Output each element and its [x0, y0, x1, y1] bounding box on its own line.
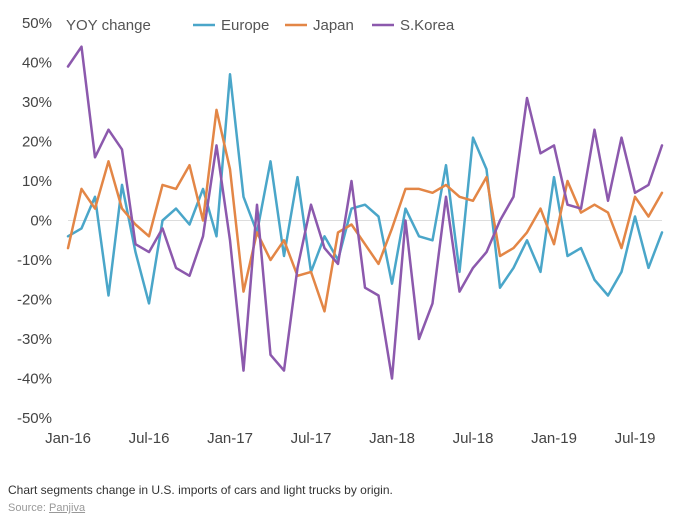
legend-label-s-korea: S.Korea [400, 17, 455, 34]
x-tick-label: Jan-19 [531, 430, 577, 447]
source-label: Source: [8, 502, 46, 514]
x-tick-label: Jan-17 [207, 430, 253, 447]
x-tick-label: Jan-18 [369, 430, 415, 447]
y-tick-label: -10% [17, 252, 52, 269]
series-line-europe [66, 73, 664, 305]
y-tick-label: -40% [17, 371, 52, 388]
source-line: Source: Panjiva [8, 502, 85, 514]
y-tick-label: 50% [22, 15, 52, 32]
legend-label-europe: Europe [221, 17, 269, 34]
y-axis-label: YOY change [66, 17, 151, 34]
x-tick-label: Jan-16 [45, 430, 91, 447]
line-chart: 50% 40% 30% 20% 10% 0% -10% -20% -30% -40% -50% Ja… [17, 15, 664, 447]
x-tick-label: Jul-18 [453, 430, 494, 447]
y-tick-label: 40% [22, 55, 52, 72]
y-tick-label: 0% [30, 213, 52, 230]
legend-label-japan: Japan [313, 17, 354, 34]
y-tick-label: -20% [17, 292, 52, 309]
y-tick-label: -30% [17, 331, 52, 348]
series-line-s-korea [66, 45, 664, 380]
series-line-japan [66, 108, 664, 313]
y-tick-label: 30% [22, 94, 52, 111]
x-tick-label: Jul-19 [615, 430, 656, 447]
x-axis: Jan-16 Jul-16 Jan-17 Jul-17 Jan-18 Jul-18 Jan-… [45, 430, 655, 447]
x-tick-label: Jul-16 [129, 430, 170, 447]
y-tick-label: -50% [17, 410, 52, 427]
legend: Europe Japan S.Korea [193, 17, 455, 34]
chart-caption: Chart segments change in U.S. imports of… [8, 483, 393, 497]
source-link[interactable]: Panjiva [48, 502, 86, 514]
x-tick-label: Jul-17 [291, 430, 332, 447]
series-lines [66, 45, 664, 380]
y-axis: 50% 40% 30% 20% 10% 0% -10% -20% -30% -40% -50% [17, 15, 52, 427]
y-tick-label: 20% [22, 134, 52, 151]
y-tick-label: 10% [22, 173, 52, 190]
